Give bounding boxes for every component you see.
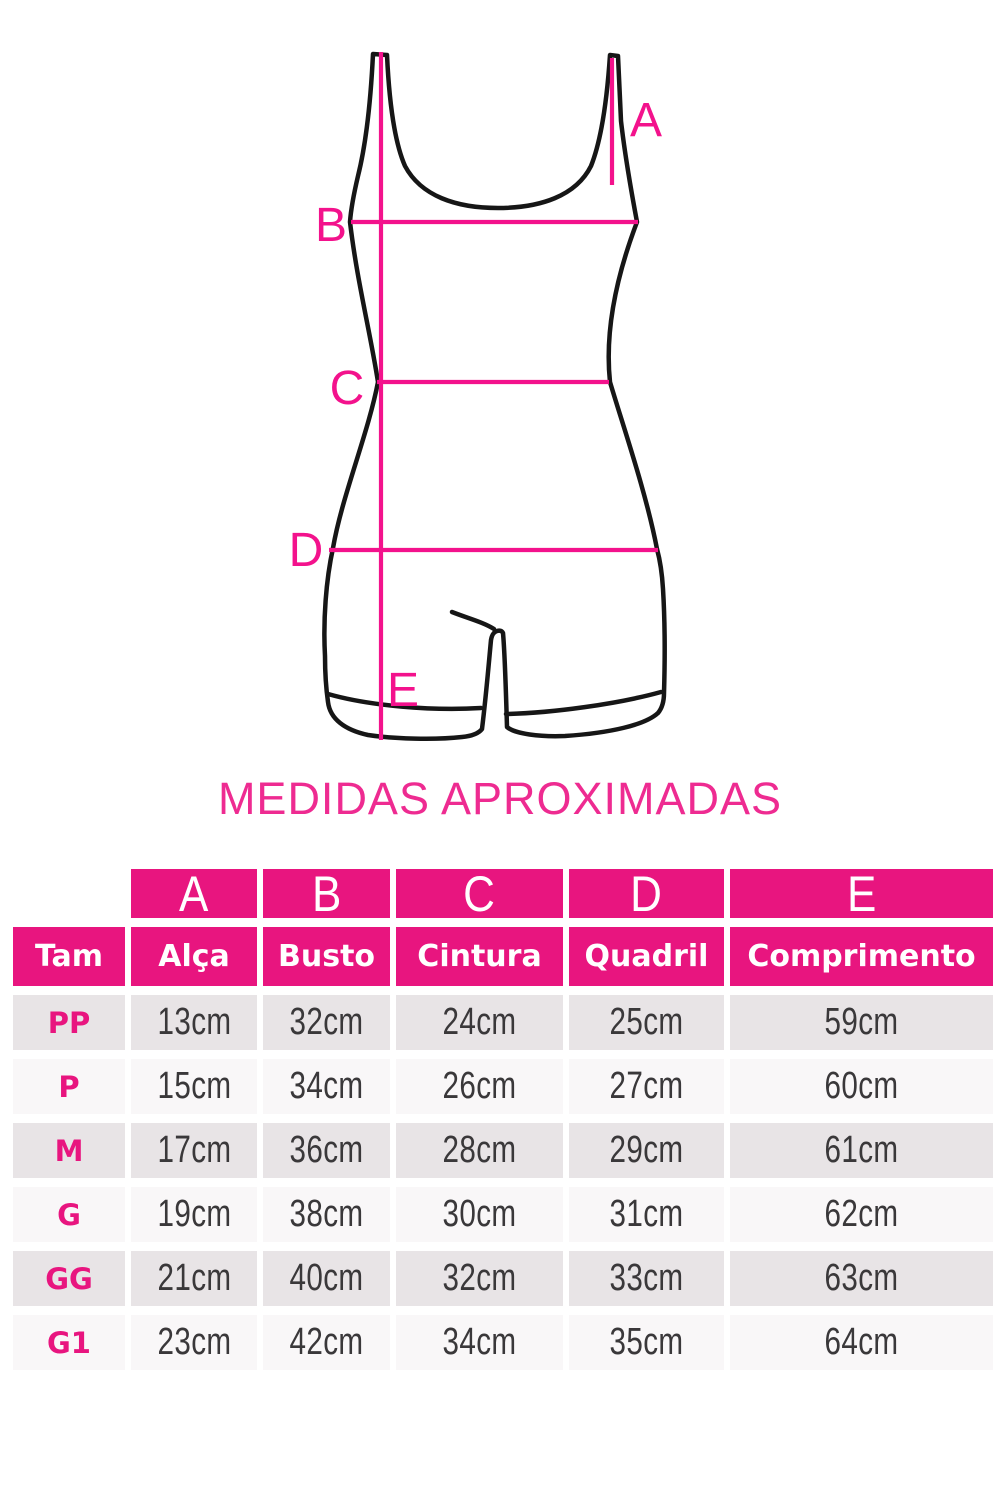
value-cell: 25cm bbox=[569, 995, 724, 1050]
page-title: MEDIDAS APROXIMADAS bbox=[217, 773, 783, 824]
measure-letter-a: A bbox=[630, 94, 662, 147]
letter-header-text: D bbox=[630, 865, 663, 922]
value-cell: 32cm bbox=[396, 1251, 563, 1306]
measure-letter-b: B bbox=[315, 199, 347, 252]
size-cell-m: M bbox=[13, 1123, 125, 1178]
value-cell: 24cm bbox=[396, 995, 563, 1050]
value-text: 25cm bbox=[609, 1001, 684, 1043]
value-text: 42cm bbox=[289, 1321, 364, 1363]
value-text: 35cm bbox=[609, 1321, 684, 1363]
letter-header-b: B bbox=[263, 866, 390, 922]
value-cell: 29cm bbox=[569, 1123, 724, 1178]
value-cell: 13cm bbox=[131, 995, 257, 1050]
value-text: 27cm bbox=[609, 1065, 684, 1107]
letter-header-spacer bbox=[13, 869, 125, 918]
value-cell: 64cm bbox=[730, 1315, 993, 1370]
letter-header-text: A bbox=[179, 865, 209, 922]
value-text: 30cm bbox=[442, 1193, 517, 1235]
value-cell: 33cm bbox=[569, 1251, 724, 1306]
value-cell: 42cm bbox=[263, 1315, 390, 1370]
value-text: 21cm bbox=[156, 1257, 232, 1299]
value-cell: 60cm bbox=[730, 1059, 993, 1114]
letter-header-text: C bbox=[463, 865, 496, 922]
value-text: 26cm bbox=[442, 1065, 517, 1107]
value-text: 15cm bbox=[156, 1065, 232, 1107]
value-cell: 21cm bbox=[131, 1251, 257, 1306]
measure-letter-e: E bbox=[387, 664, 419, 717]
value-cell: 30cm bbox=[396, 1187, 563, 1242]
letter-header-e: E bbox=[730, 866, 993, 922]
value-cell: 15cm bbox=[131, 1059, 257, 1114]
measure-letter-c: C bbox=[330, 362, 365, 415]
value-text: 33cm bbox=[609, 1257, 684, 1299]
right-leg-hem-line bbox=[503, 689, 664, 717]
value-cell: 38cm bbox=[263, 1187, 390, 1242]
garment-diagram: A B C D E bbox=[289, 51, 667, 741]
value-cell: 28cm bbox=[396, 1123, 563, 1178]
value-cell: 34cm bbox=[396, 1315, 563, 1370]
value-cell: 63cm bbox=[730, 1251, 993, 1306]
value-text: 63cm bbox=[824, 1257, 899, 1299]
value-text: 32cm bbox=[442, 1257, 517, 1299]
value-cell: 17cm bbox=[131, 1123, 257, 1178]
size-cell-gg: GG bbox=[13, 1251, 125, 1306]
value-cell: 36cm bbox=[263, 1123, 390, 1178]
letter-header-a: A bbox=[131, 866, 257, 922]
size-cell-g1: G1 bbox=[13, 1315, 125, 1370]
value-cell: 26cm bbox=[396, 1059, 563, 1114]
value-text: 64cm bbox=[824, 1321, 899, 1363]
value-text: 62cm bbox=[824, 1193, 899, 1235]
column-header-comprimento: Comprimento bbox=[730, 927, 993, 986]
value-cell: 61cm bbox=[730, 1123, 993, 1178]
value-cell: 62cm bbox=[730, 1187, 993, 1242]
size-cell-pp: PP bbox=[13, 995, 125, 1050]
left-leg-hem-line bbox=[325, 691, 484, 712]
value-text: 24cm bbox=[442, 1001, 517, 1043]
value-cell: 40cm bbox=[263, 1251, 390, 1306]
size-cell-g: G bbox=[13, 1187, 125, 1242]
value-text: 59cm bbox=[824, 1001, 899, 1043]
value-text: 32cm bbox=[289, 1001, 364, 1043]
column-header-tam: Tam bbox=[13, 927, 125, 986]
value-text: 17cm bbox=[156, 1129, 232, 1171]
value-text: 23cm bbox=[156, 1321, 232, 1363]
measurements-table: A B C D E Tam Alça Busto Cintura Quadril… bbox=[13, 866, 993, 1370]
value-text: 38cm bbox=[289, 1193, 364, 1235]
value-text: 31cm bbox=[609, 1193, 684, 1235]
letter-header-d: D bbox=[569, 866, 724, 922]
value-text: 40cm bbox=[289, 1257, 364, 1299]
value-text: 28cm bbox=[442, 1129, 517, 1171]
value-cell: 23cm bbox=[131, 1315, 257, 1370]
column-header-alca: Alça bbox=[131, 927, 257, 986]
value-cell: 19cm bbox=[131, 1187, 257, 1242]
value-cell: 34cm bbox=[263, 1059, 390, 1114]
letter-header-text: B bbox=[311, 865, 342, 922]
letter-header-text: E bbox=[846, 865, 877, 922]
value-cell: 32cm bbox=[263, 995, 390, 1050]
column-header-cintura: Cintura bbox=[396, 927, 563, 986]
value-text: 61cm bbox=[824, 1129, 899, 1171]
value-cell: 35cm bbox=[569, 1315, 724, 1370]
value-text: 34cm bbox=[289, 1065, 364, 1107]
crotch-line bbox=[449, 609, 497, 632]
letter-header-c: C bbox=[396, 866, 563, 922]
value-text: 34cm bbox=[442, 1321, 517, 1363]
column-header-quadril: Quadril bbox=[569, 927, 724, 986]
bodysuit-outline bbox=[322, 51, 667, 741]
value-text: 13cm bbox=[156, 1001, 232, 1043]
value-text: 60cm bbox=[824, 1065, 899, 1107]
value-text: 19cm bbox=[156, 1193, 232, 1235]
size-cell-p: P bbox=[13, 1059, 125, 1114]
value-text: 36cm bbox=[289, 1129, 364, 1171]
value-cell: 59cm bbox=[730, 995, 993, 1050]
value-cell: 27cm bbox=[569, 1059, 724, 1114]
column-header-busto: Busto bbox=[263, 927, 390, 986]
measure-letter-d: D bbox=[289, 524, 324, 577]
value-text: 29cm bbox=[609, 1129, 684, 1171]
value-cell: 31cm bbox=[569, 1187, 724, 1242]
